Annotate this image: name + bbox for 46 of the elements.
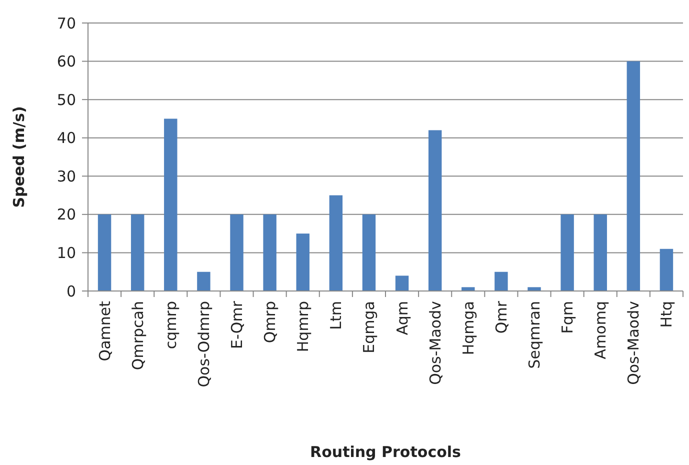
- x-tick-label: Qmrpcah: [128, 301, 147, 370]
- bar: [428, 130, 442, 291]
- y-tick-label: 10: [56, 244, 76, 262]
- bar: [594, 214, 607, 291]
- bar: [462, 287, 475, 291]
- bar: [98, 214, 112, 291]
- bar: [130, 214, 144, 291]
- x-tick-label: Qmrp: [261, 301, 280, 344]
- bar: [395, 276, 409, 291]
- x-tick-label: Qamnet: [96, 300, 114, 362]
- bar: [494, 272, 508, 291]
- y-tick-label: 20: [56, 206, 76, 224]
- bar: [626, 61, 640, 291]
- bar: [660, 248, 674, 291]
- y-tick-label: 70: [56, 14, 76, 32]
- x-tick-label: Amomq: [592, 301, 610, 360]
- bar: [362, 214, 376, 291]
- x-tick-label: Seqmran: [526, 301, 544, 369]
- x-tick-label: Qos-Maodv: [426, 300, 444, 385]
- x-tick-label: Qmr: [492, 300, 510, 334]
- x-axis-title: Routing Protocols: [310, 443, 462, 461]
- x-tick-label: E-Qmr: [228, 300, 246, 350]
- y-tick-label: 40: [56, 129, 76, 148]
- bar: [296, 234, 310, 291]
- bar: [197, 272, 210, 291]
- y-tick-label: 60: [56, 52, 76, 71]
- bar: [528, 287, 541, 291]
- y-tick-label: 50: [56, 90, 76, 109]
- x-tick-label: cqmrp: [162, 301, 180, 350]
- bar: [263, 214, 276, 291]
- x-tick-label: Ltm: [327, 301, 346, 330]
- x-tick-label: Hqmga: [459, 301, 478, 356]
- x-tick-label: Qos-Maodv: [624, 300, 643, 385]
- x-tick-label: Fqm: [558, 301, 577, 334]
- bar: [560, 214, 574, 291]
- bar: [230, 214, 244, 291]
- bar: [329, 195, 343, 291]
- bar: [164, 118, 178, 291]
- x-tick-label: Htq: [658, 301, 676, 328]
- y-tick-label: 0: [66, 282, 76, 300]
- x-tick-label: Eqmga: [360, 301, 378, 354]
- y-tick-label: 30: [56, 167, 76, 186]
- x-tick-label: Qos-Odmrp: [194, 301, 213, 388]
- x-tick-label: Hqmrp: [294, 301, 312, 352]
- y-axis-title: Speed (m/s): [10, 106, 28, 208]
- x-tick-label: Aqm: [393, 301, 412, 336]
